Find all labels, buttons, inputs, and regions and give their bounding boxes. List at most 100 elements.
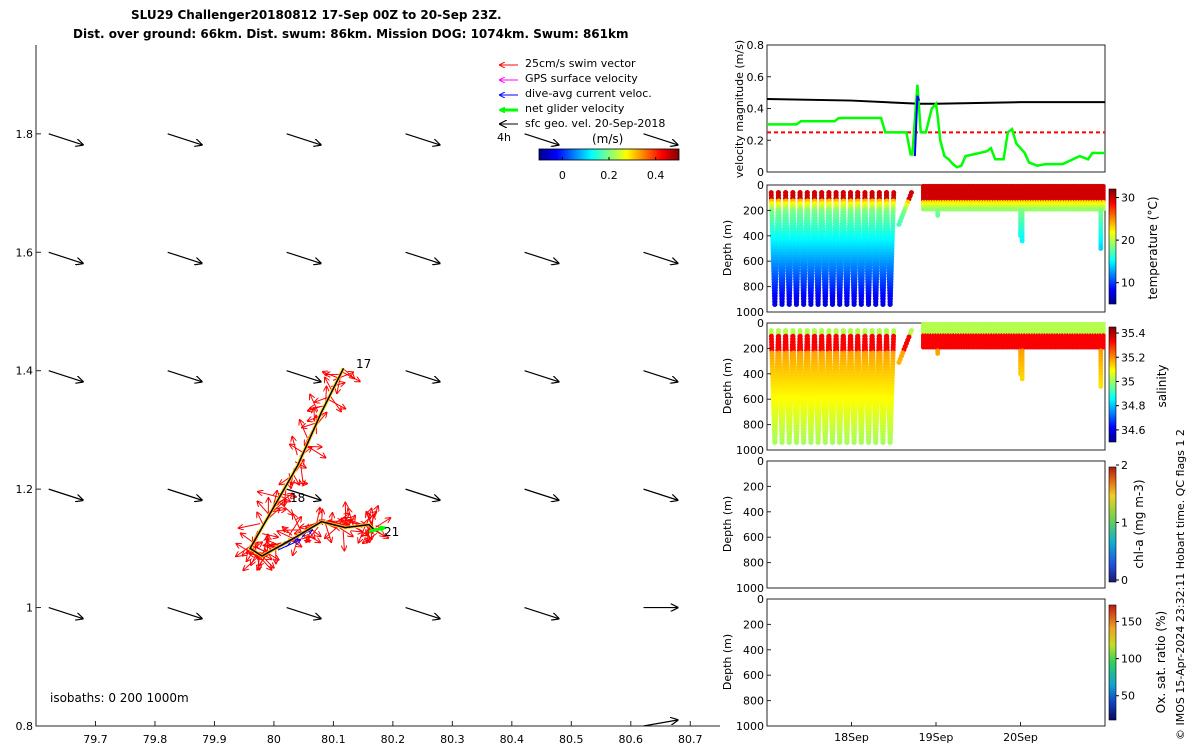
depth-tick-label: 200 — [743, 204, 764, 217]
y-tick-label: 0.8 — [16, 720, 34, 733]
salinity-ylabel: Depth (m) — [721, 358, 734, 414]
cbar-tick-label: 35.2 — [1121, 351, 1146, 364]
sfc-vector-arrow — [643, 488, 678, 500]
x-tick-label: 80.5 — [559, 733, 584, 746]
depth-tick-label: 600 — [743, 255, 764, 268]
dive-sample — [866, 301, 872, 307]
net-velocity-arrow — [368, 528, 385, 534]
dive-sample — [851, 439, 857, 445]
dive-sample — [858, 439, 864, 445]
legend-swim-label: 25cm/s swim vector — [525, 57, 636, 70]
dive-sample — [1019, 238, 1025, 244]
swim-vector-arrow — [241, 533, 254, 544]
dive-sample — [801, 439, 807, 445]
oxygen-cbar-label: Ox. sat. ratio (%) — [1154, 611, 1168, 713]
sfc-vector-arrow — [286, 133, 321, 145]
dive-sample — [844, 439, 850, 445]
sfc-vector-arrow — [286, 251, 321, 263]
dive-sample — [772, 301, 778, 307]
dive-sample — [830, 301, 836, 307]
cbar-tick-label: 34.6 — [1121, 424, 1146, 437]
velocity-ticks: 00.20.40.60.8 — [747, 39, 771, 179]
sfc-vector-arrow — [643, 133, 678, 145]
swim-vector-arrow — [343, 531, 344, 550]
day-label-17: 17 — [356, 357, 371, 371]
cbar-tick-label: 35.4 — [1121, 327, 1146, 340]
y-tick-label: 1.4 — [16, 365, 34, 378]
dive-sample — [935, 351, 941, 356]
vel-y-tick-label: 0.8 — [747, 39, 765, 52]
vel-y-tick-label: 0.4 — [747, 103, 765, 116]
vel-y-tick-label: 0 — [757, 166, 764, 179]
depth-tick-label: 400 — [743, 368, 764, 381]
depth-tick-label: 200 — [743, 618, 764, 631]
day-label-21: 21 — [384, 525, 399, 539]
sfc-vector-arrow — [524, 133, 559, 145]
swim-vector-arrow — [262, 534, 278, 537]
swim-vector-arrow — [301, 464, 304, 485]
swim-vector-arrow — [370, 506, 378, 525]
swim-vector-arrow — [325, 378, 333, 391]
depth-tick-label: 800 — [743, 419, 764, 432]
x-tick-label: 79.8 — [143, 733, 168, 746]
swim-vector-arrow — [323, 372, 339, 379]
vel-y-tick-label: 0.2 — [747, 134, 765, 147]
legend-gps-label: GPS surface velocity — [525, 72, 638, 85]
cbar-tick-label: 100 — [1121, 653, 1142, 666]
cbar-tick-label: 10 — [1121, 277, 1135, 290]
depth-tick-label: 0 — [757, 455, 764, 468]
depth-tick-label: 200 — [743, 342, 764, 355]
x-tick-label: 80.2 — [381, 733, 406, 746]
sfc-vector-arrow — [167, 133, 202, 145]
sfc-vector-field — [48, 133, 678, 726]
salinity-cbar-label: salinity — [1155, 364, 1169, 407]
x-tick-label: 80.6 — [619, 733, 644, 746]
depth-tick-label: 600 — [743, 393, 764, 406]
swim-vector-arrow — [306, 445, 326, 458]
dive-sample — [935, 213, 941, 218]
swim-vector-arrow — [317, 508, 320, 523]
depth-tick-label: 0 — [757, 179, 764, 192]
swim-vector-arrow — [362, 526, 372, 536]
series-net-glider-velocity — [767, 84, 1105, 169]
dive-sample — [873, 301, 879, 307]
y-tick-label: 1 — [26, 602, 33, 615]
legend-net-label: net glider velocity — [525, 102, 625, 115]
date-tick-label: 19Sep — [919, 731, 954, 744]
depth-tick-label: 400 — [743, 506, 764, 519]
temperature-ylabel: Depth (m) — [721, 220, 734, 276]
legend-period-label: 4h — [497, 131, 511, 144]
salinity-colorbar — [1108, 326, 1117, 443]
chla-panel-frame — [766, 460, 1106, 589]
swim-vector-arrow — [300, 420, 308, 439]
isobaths-label: isobaths: 0 200 1000m — [50, 691, 189, 705]
sfc-vector-arrow — [524, 251, 559, 263]
cbar-tick-label: 2 — [1121, 459, 1128, 472]
x-tick-label: 80.3 — [440, 733, 465, 746]
swim-vector-arrow — [293, 514, 302, 532]
swim-vector-arrow — [239, 523, 261, 529]
chla-colorbar-ticks: 012 — [1116, 459, 1128, 587]
cbar-tick-label: 20 — [1121, 234, 1135, 247]
dive-sample — [844, 301, 850, 307]
chart-subtitle: Dist. over ground: 66km. Dist. swum: 86k… — [73, 27, 629, 41]
swim-vector-arrow — [348, 508, 354, 527]
dive-sample — [887, 439, 893, 445]
swim-vector-arrow — [292, 437, 298, 456]
depth-tick-label: 0 — [757, 593, 764, 606]
depth-tick-label: 800 — [743, 281, 764, 294]
cbar-tick-label: 34.8 — [1121, 400, 1146, 413]
dive-sample — [851, 301, 857, 307]
colorbar-title: (m/s) — [592, 132, 623, 146]
legend-sfc-label: sfc geo. vel. 20-Sep-2018 — [525, 117, 665, 130]
sfc-vector-arrow — [48, 488, 83, 500]
y-tick-label: 1.6 — [16, 246, 34, 259]
dac-vector-arrow — [277, 540, 300, 551]
cbar-tick-label: 1 — [1121, 517, 1128, 530]
cbar-tick-label: 0.2 — [600, 169, 618, 182]
